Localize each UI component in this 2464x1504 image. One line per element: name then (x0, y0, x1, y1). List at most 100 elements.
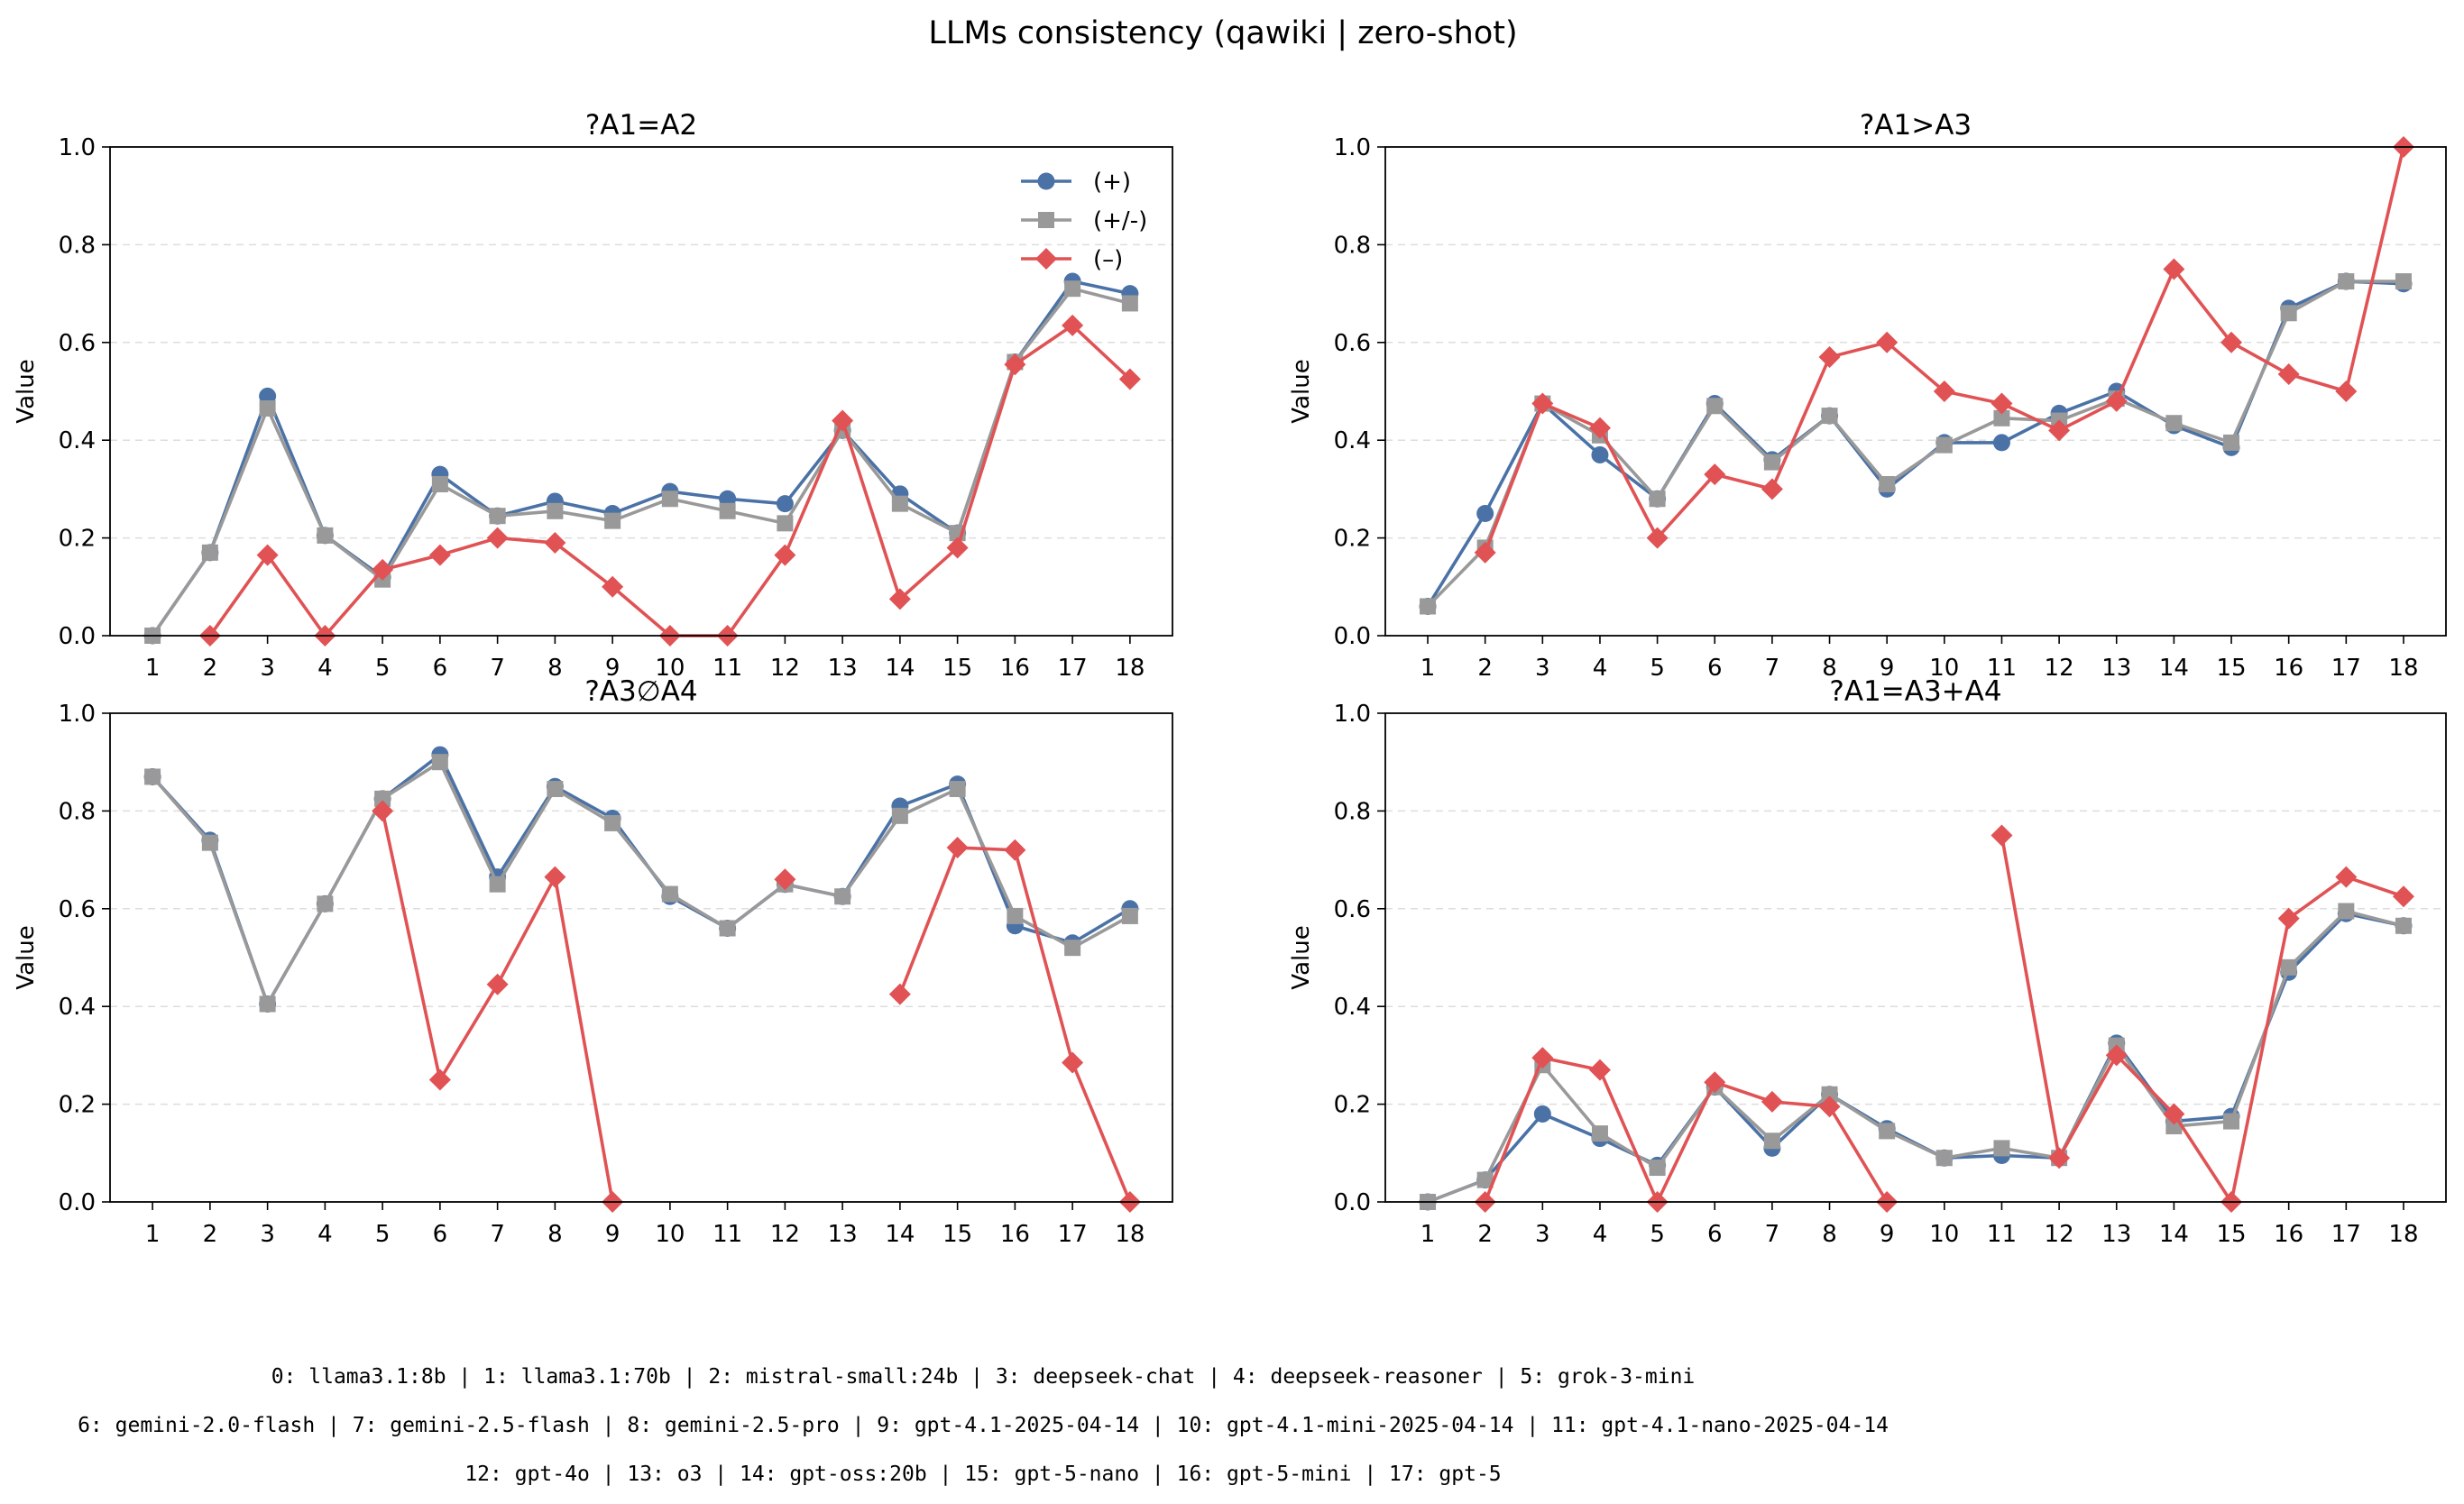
data-point-square (2223, 434, 2240, 451)
data-point-square (1706, 398, 1724, 415)
y-tick-label: 0.4 (1334, 427, 1371, 454)
x-tick-label: 1 (145, 655, 161, 682)
data-point-diamond (1876, 331, 1899, 353)
y-tick-label: 0.6 (59, 896, 96, 923)
y-tick-label: 0.2 (1334, 1092, 1371, 1119)
y-tick-label: 0.6 (59, 330, 96, 357)
data-point-square (317, 895, 334, 912)
data-point-square (949, 781, 966, 798)
data-point-square (1763, 454, 1780, 471)
data-point-square (1064, 940, 1081, 957)
chart-panel-4: 0.00.20.40.60.81.01 2 3 4 5 6 7 8 9 10 11 12 13 14 15 1… (1288, 675, 2447, 1248)
data-point-square (144, 768, 161, 785)
data-point-square (777, 515, 794, 532)
data-point-square (489, 876, 506, 893)
x-tick-label: 18 (1115, 1221, 1145, 1248)
x-tick-label: 8 (1822, 655, 1837, 682)
data-point-square (431, 475, 448, 492)
x-tick-label: 5 (1650, 655, 1665, 682)
data-point-square (317, 527, 334, 544)
data-point-diamond (1991, 824, 2013, 847)
data-point-diamond (428, 1068, 451, 1091)
plot-frame (109, 146, 1173, 637)
series-line-pos (1427, 912, 2404, 1204)
y-tick-label: 0.4 (59, 994, 96, 1021)
legend-label-neg: (–) (1093, 246, 1123, 273)
data-point-diamond (2277, 907, 2300, 930)
data-point-diamond (1588, 417, 1611, 439)
series-mix (1420, 273, 2412, 615)
x-tick-label: 18 (2388, 1221, 2418, 1248)
data-point-diamond (774, 544, 796, 566)
data-point-diamond (602, 575, 624, 598)
x-tick-label: 10 (1929, 655, 1959, 682)
data-point-square (1420, 598, 1437, 615)
data-point-diamond (486, 973, 509, 995)
data-point-circle (776, 495, 794, 513)
x-tick-label: 15 (942, 655, 972, 682)
data-point-diamond (544, 532, 566, 555)
chart-title: ?A1=A3+A4 (1829, 675, 2001, 708)
data-point-diamond (2163, 258, 2185, 280)
x-tick-label: 5 (375, 655, 391, 682)
series-line-pos (1426, 280, 2404, 608)
data-point-diamond (2335, 866, 2358, 888)
data-point-square (2280, 958, 2297, 976)
data-point-square (431, 754, 448, 771)
data-point-diamond (2105, 1044, 2128, 1067)
legend-marker-diamond (1035, 248, 1057, 270)
series-mix (144, 280, 1138, 644)
data-point-diamond (1761, 1090, 1783, 1113)
data-point-diamond (1991, 392, 2013, 415)
x-tick-label: 18 (2388, 655, 2418, 682)
data-point-square (2223, 1113, 2240, 1130)
data-point-diamond (1818, 346, 1841, 369)
data-point-square (374, 790, 391, 807)
x-tick-label: 16 (1000, 655, 1030, 682)
data-point-square (1649, 1160, 1666, 1177)
data-point-square (891, 807, 908, 824)
legend-marker-circle (1037, 172, 1055, 190)
x-tick-label: 5 (375, 1221, 391, 1248)
data-point-diamond (2048, 1147, 2071, 1169)
data-point-diamond (1588, 1059, 1611, 1081)
data-point-diamond (372, 558, 394, 581)
y-tick-label: 0.8 (59, 798, 96, 825)
data-point-diamond (2048, 419, 2071, 442)
data-point-square (1476, 1171, 1494, 1188)
data-point-square (1935, 1150, 1953, 1167)
y-tick-label: 0.8 (59, 232, 96, 259)
y-tick-label: 1.0 (1334, 701, 1371, 728)
data-point-square (2165, 415, 2183, 432)
data-point-square (661, 885, 678, 903)
data-point-square (604, 814, 621, 831)
y-tick-label: 0.6 (1334, 330, 1371, 357)
x-tick-label: 6 (433, 1221, 448, 1248)
x-tick-label: 12 (2045, 655, 2074, 682)
data-point-square (201, 834, 218, 851)
x-tick-label: 16 (2274, 1221, 2303, 1248)
data-point-diamond (256, 544, 279, 566)
series-line-neg (898, 846, 1132, 1203)
x-tick-label: 15 (942, 1221, 972, 1248)
data-point-diamond (1933, 381, 1955, 402)
chart-title: ?A1>A3 (1860, 109, 1972, 142)
x-tick-label: 17 (1058, 655, 1088, 682)
series-line-neg (208, 324, 1132, 637)
series-line-neg (1484, 146, 2405, 554)
data-point-diamond (1646, 527, 1669, 549)
y-tick-label: 0.8 (1334, 798, 1371, 825)
x-tick-label: 7 (490, 1221, 505, 1248)
x-tick-label: 9 (605, 1221, 621, 1248)
chart-title: ?A1=A2 (585, 109, 697, 142)
y-tick-label: 0.6 (1334, 896, 1371, 923)
legend: (+) (+/-) (–) (1021, 169, 1147, 273)
x-tick-label: 2 (1477, 1221, 1493, 1248)
data-point-square (1935, 436, 1953, 454)
x-tick-label: 18 (1115, 655, 1145, 682)
x-tick-label: 16 (1000, 1221, 1030, 1248)
series-pos (1419, 904, 2413, 1211)
chart-panel-1: 0.00.20.40.60.81.01 2 3 4 5 6 7 8 9 10 11 12 13 14 15 1… (13, 109, 1173, 682)
y-tick-label: 0.0 (1334, 623, 1371, 650)
x-tick-label: 7 (1765, 655, 1780, 682)
